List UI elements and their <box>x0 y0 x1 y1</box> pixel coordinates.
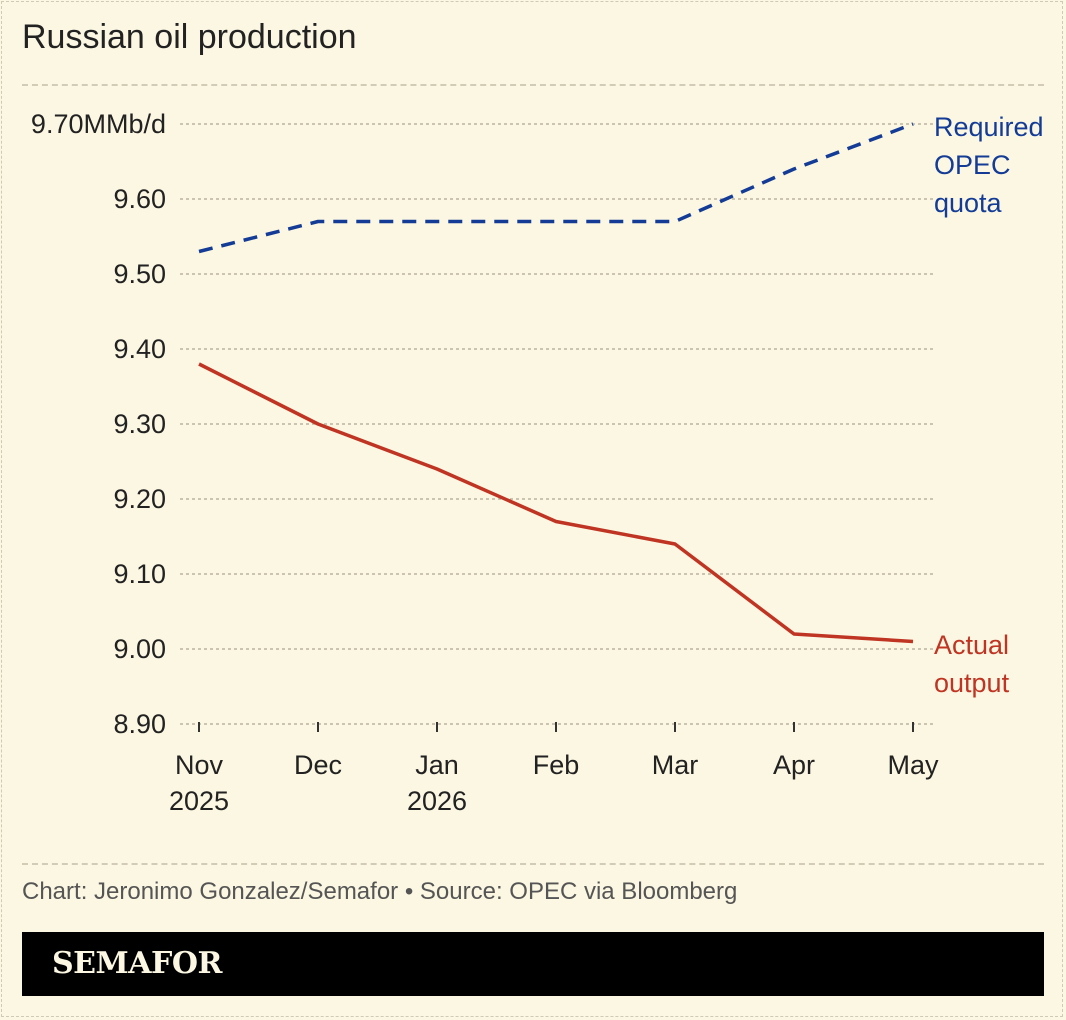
x-tick-label: Jan <box>415 750 459 780</box>
series-line-actual-output <box>198 362 914 644</box>
series-label: Required <box>934 112 1044 142</box>
x-tick-label: Feb <box>533 750 580 780</box>
x-tick-label: 2025 <box>169 786 229 816</box>
series-label: Actual <box>934 630 1009 660</box>
series-lines <box>198 122 914 644</box>
semafor-logo: SEMAFOR <box>52 946 222 981</box>
y-tick-label: 9.10 <box>113 559 166 589</box>
brand-bar: SEMAFOR <box>22 932 1044 996</box>
chart-title: Russian oil production <box>22 18 357 56</box>
x-tick-label: May <box>887 750 939 780</box>
x-tick-label: Nov <box>175 750 224 780</box>
series-label: quota <box>934 188 1003 218</box>
x-tick-label: 2026 <box>407 786 467 816</box>
x-axis-ticks: Nov 2025 Dec Jan 2026 Feb Mar Apr May <box>169 722 939 816</box>
x-tick-label: Dec <box>294 750 342 780</box>
y-tick-label: 9.60 <box>113 184 166 214</box>
x-tick-label: Apr <box>773 750 815 780</box>
series-label: output <box>934 668 1010 698</box>
y-tick-label: 8.90 <box>113 709 166 739</box>
line-chart: 9.70MMb/d 9.60 9.50 9.40 9.30 9.20 9.10 9.00 8.9… <box>31 109 1044 816</box>
y-tick-label: 9.50 <box>113 259 166 289</box>
y-tick-label: 9.40 <box>113 334 166 364</box>
y-tick-label: 9.00 <box>113 634 166 664</box>
y-tick-label: 9.70MMb/d <box>31 109 166 139</box>
y-axis-ticks: 9.70MMb/d 9.60 9.50 9.40 9.30 9.20 9.10 9.00 8.9… <box>31 109 166 739</box>
y-tick-label: 9.20 <box>113 484 166 514</box>
series-line-required-quota <box>198 122 914 254</box>
series-label: OPEC <box>934 150 1011 180</box>
x-tick-label: Mar <box>652 750 699 780</box>
title-divider <box>22 84 1044 86</box>
source-credit: Chart: Jeronimo Gonzalez/Semafor • Sourc… <box>22 878 738 905</box>
footer-divider <box>22 863 1044 865</box>
series-labels: Required OPEC quota Actual output <box>934 112 1044 698</box>
y-tick-label: 9.30 <box>113 409 166 439</box>
